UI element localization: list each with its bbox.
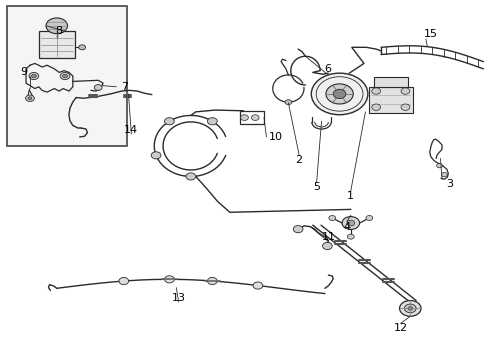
Circle shape [252,282,262,289]
Circle shape [311,73,367,115]
Circle shape [436,163,442,168]
Circle shape [119,278,128,285]
Circle shape [46,18,67,34]
Circle shape [60,72,70,80]
Circle shape [346,234,353,239]
Circle shape [25,95,34,102]
Circle shape [365,216,372,221]
Circle shape [400,88,409,94]
Circle shape [29,72,39,80]
Circle shape [371,88,380,94]
Text: 1: 1 [346,191,354,201]
Circle shape [341,217,359,229]
Circle shape [285,100,291,105]
Circle shape [325,84,352,104]
Circle shape [151,152,161,159]
Bar [373,77,407,87]
Circle shape [332,89,345,99]
Circle shape [164,276,174,283]
Circle shape [346,220,354,226]
Circle shape [371,104,380,111]
Text: 11: 11 [321,232,335,242]
Circle shape [28,97,32,100]
Circle shape [207,278,217,284]
Circle shape [404,304,415,313]
Bar [368,87,412,113]
Circle shape [399,301,420,316]
Circle shape [240,115,248,121]
Text: 6: 6 [323,64,330,74]
Circle shape [400,104,409,111]
Text: 8: 8 [56,26,62,36]
Circle shape [328,216,335,221]
Text: 7: 7 [121,82,128,92]
Circle shape [407,307,412,310]
Text: 13: 13 [171,293,185,303]
Bar [239,111,264,125]
Bar [39,31,75,58]
Text: 5: 5 [312,182,320,192]
Text: 15: 15 [423,29,437,39]
Circle shape [94,85,102,90]
Text: 2: 2 [295,155,302,165]
Text: 12: 12 [393,323,407,333]
Text: 9: 9 [20,67,28,77]
Circle shape [441,172,447,177]
Circle shape [185,173,195,180]
Circle shape [31,74,36,78]
Text: 4: 4 [343,222,350,231]
Circle shape [207,118,217,125]
Circle shape [293,226,303,233]
Circle shape [164,118,174,125]
Text: 10: 10 [269,132,283,142]
Circle shape [322,242,331,249]
Circle shape [62,74,67,78]
Text: 3: 3 [445,179,452,189]
Bar [6,6,127,146]
Text: 14: 14 [124,125,138,135]
Circle shape [79,45,85,50]
Circle shape [251,115,259,121]
